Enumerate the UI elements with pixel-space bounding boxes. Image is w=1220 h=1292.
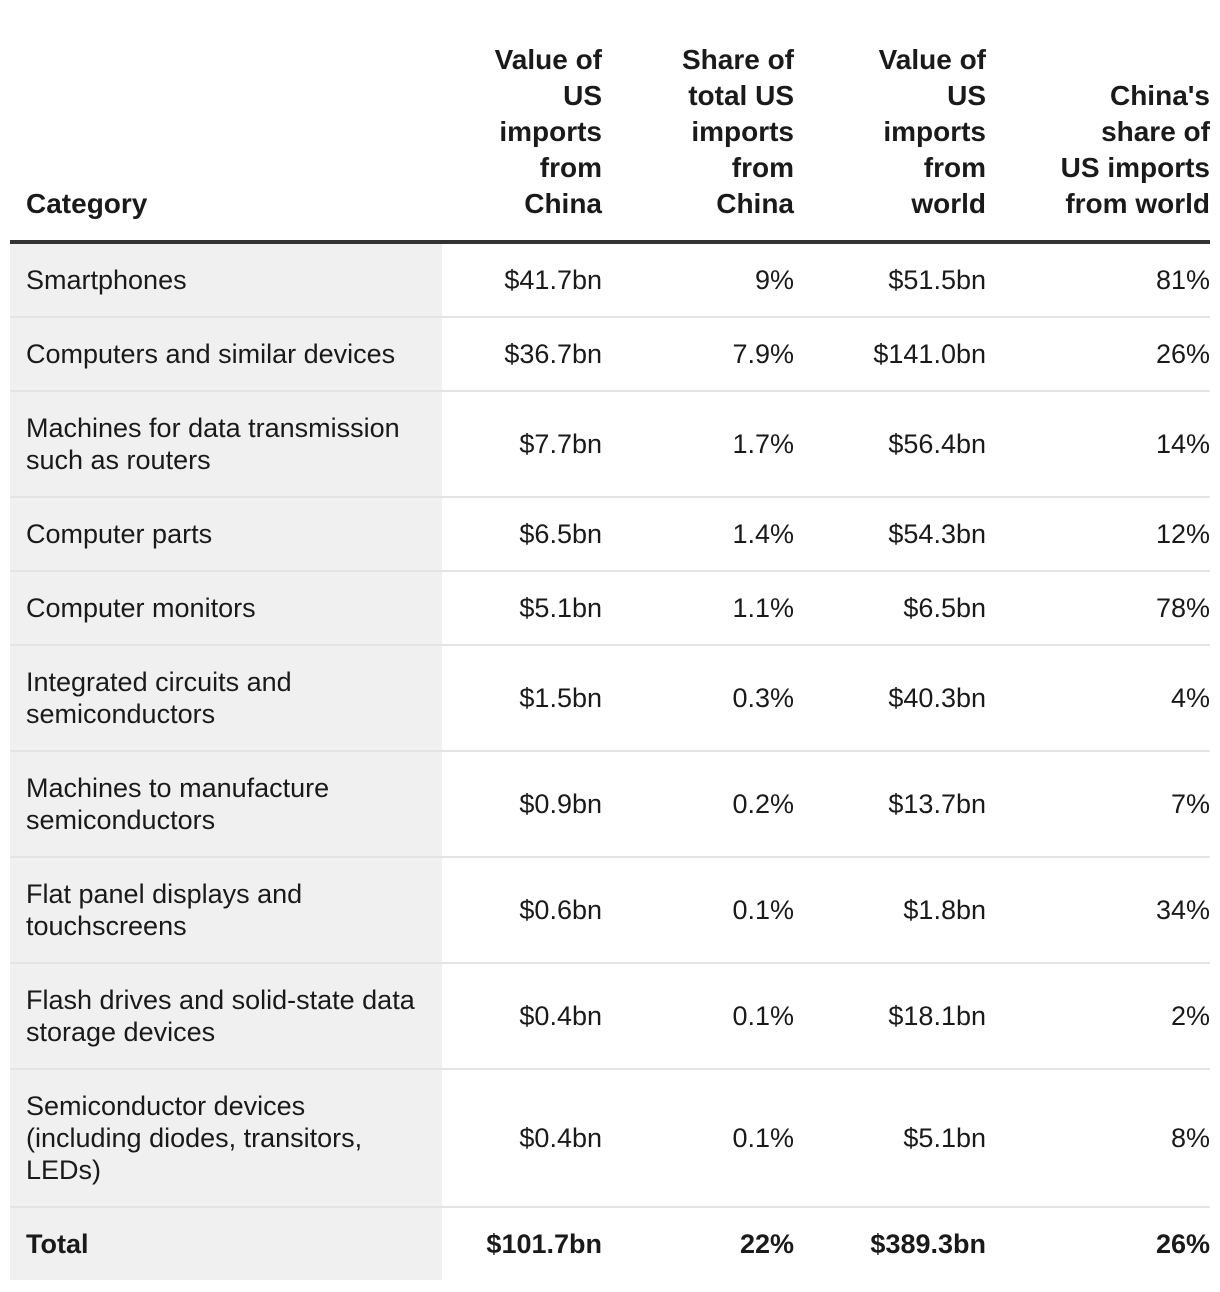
china-share-world-cell: 8% bbox=[986, 1069, 1210, 1208]
china-share-world-cell: 7% bbox=[986, 751, 1210, 858]
value-world-cell: $54.3bn bbox=[794, 497, 986, 572]
share-china-cell: 9% bbox=[602, 242, 794, 318]
total-china-share-world-cell: 26% bbox=[1155, 1229, 1210, 1259]
value-world-cell: $51.5bn bbox=[794, 242, 986, 318]
value-world-cell: $18.1bn bbox=[794, 963, 986, 1070]
total-label-cell: Total bbox=[10, 1207, 442, 1280]
column-header-value-world: Value of US imports from world bbox=[794, 0, 986, 244]
value-china-cell: $36.7bn bbox=[442, 317, 602, 392]
share-china-cell: 0.1% bbox=[602, 857, 794, 964]
table-row: Smartphones $41.7bn 9% $51.5bn 81% bbox=[10, 242, 1210, 318]
value-world-cell: $13.7bn bbox=[794, 751, 986, 858]
total-value-china-cell: $101.7bn bbox=[486, 1229, 602, 1259]
value-world-cell: $6.5bn bbox=[794, 571, 986, 646]
total-share-china-cell: 22% bbox=[739, 1229, 794, 1259]
share-china-cell: 1.1% bbox=[602, 571, 794, 646]
china-share-world-cell: 2% bbox=[986, 963, 1210, 1070]
share-china-cell: 0.1% bbox=[602, 963, 794, 1070]
value-world-cell: $40.3bn bbox=[794, 645, 986, 752]
share-china-cell: 7.9% bbox=[602, 317, 794, 392]
value-world-cell: $56.4bn bbox=[794, 391, 986, 498]
column-header-china-share-world: China's share of US imports from world bbox=[986, 0, 1210, 244]
total-row: Total $101.7bn 22% $389.3bn 26% bbox=[10, 1207, 1210, 1280]
column-header-share-china: Share of total US imports from China bbox=[602, 0, 794, 244]
china-share-world-cell: 78% bbox=[986, 571, 1210, 646]
china-share-world-cell: 4% bbox=[986, 645, 1210, 752]
imports-table-container: Category Value of US imports from China … bbox=[10, 0, 1210, 1280]
table-row: Computers and similar devices $36.7bn 7.… bbox=[10, 317, 1210, 392]
category-cell: Computers and similar devices bbox=[10, 317, 442, 392]
category-cell: Computer monitors bbox=[10, 571, 442, 646]
category-cell: Machines to manufacture semiconductors bbox=[10, 751, 442, 858]
table-row: Integrated circuits and semiconductors $… bbox=[10, 645, 1210, 752]
category-cell: Smartphones bbox=[10, 242, 442, 318]
share-china-cell: 0.1% bbox=[602, 1069, 794, 1208]
value-china-cell: $41.7bn bbox=[442, 242, 602, 318]
category-cell: Machines for data transmission such as r… bbox=[10, 391, 442, 498]
category-cell: Semiconductor devices (including diodes,… bbox=[10, 1069, 442, 1208]
china-share-world-cell: 26% bbox=[986, 317, 1210, 392]
value-china-cell: $5.1bn bbox=[442, 571, 602, 646]
table-row: Machines for data transmission such as r… bbox=[10, 391, 1210, 498]
value-world-cell: $1.8bn bbox=[794, 857, 986, 964]
imports-table: Category Value of US imports from China … bbox=[10, 0, 1210, 1280]
category-cell: Flash drives and solid-state data storag… bbox=[10, 963, 442, 1070]
china-share-world-cell: 34% bbox=[986, 857, 1210, 964]
china-share-world-cell: 14% bbox=[986, 391, 1210, 498]
category-cell: Flat panel displays and touchscreens bbox=[10, 857, 442, 964]
total-value-world-cell: $389.3bn bbox=[870, 1229, 986, 1259]
table-row: Flash drives and solid-state data storag… bbox=[10, 963, 1210, 1070]
share-china-cell: 1.4% bbox=[602, 497, 794, 572]
category-cell: Computer parts bbox=[10, 497, 442, 572]
table-row: Computer parts $6.5bn 1.4% $54.3bn 12% bbox=[10, 497, 1210, 572]
header-row: Category Value of US imports from China … bbox=[10, 0, 1210, 244]
value-world-cell: $141.0bn bbox=[794, 317, 986, 392]
value-china-cell: $1.5bn bbox=[442, 645, 602, 752]
share-china-cell: 0.3% bbox=[602, 645, 794, 752]
value-china-cell: $0.4bn bbox=[442, 1069, 602, 1208]
column-header-value-china: Value of US imports from China bbox=[442, 0, 602, 244]
china-share-world-cell: 12% bbox=[986, 497, 1210, 572]
value-china-cell: $6.5bn bbox=[442, 497, 602, 572]
value-china-cell: $7.7bn bbox=[442, 391, 602, 498]
value-china-cell: $0.4bn bbox=[442, 963, 602, 1070]
table-row: Semiconductor devices (including diodes,… bbox=[10, 1069, 1210, 1208]
table-row: Flat panel displays and touchscreens $0.… bbox=[10, 857, 1210, 964]
category-cell: Integrated circuits and semiconductors bbox=[10, 645, 442, 752]
value-china-cell: $0.9bn bbox=[442, 751, 602, 858]
share-china-cell: 1.7% bbox=[602, 391, 794, 498]
share-china-cell: 0.2% bbox=[602, 751, 794, 858]
table-row: Computer monitors $5.1bn 1.1% $6.5bn 78% bbox=[10, 571, 1210, 646]
china-share-world-cell: 81% bbox=[986, 242, 1210, 318]
table-row: Machines to manufacture semiconductors $… bbox=[10, 751, 1210, 858]
column-header-category: Category bbox=[10, 0, 442, 244]
value-world-cell: $5.1bn bbox=[794, 1069, 986, 1208]
value-china-cell: $0.6bn bbox=[442, 857, 602, 964]
